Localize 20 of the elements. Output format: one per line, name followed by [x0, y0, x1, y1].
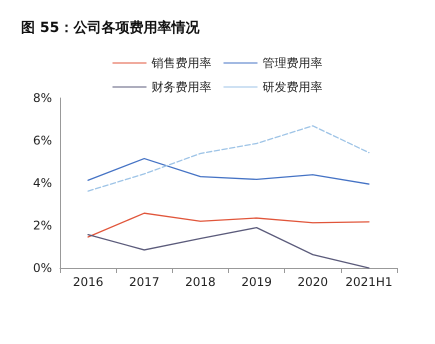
- line-series: [87, 212, 370, 238]
- x-tick-label: 2016: [72, 275, 104, 289]
- legend-label: 研发费用率: [262, 80, 322, 94]
- x-tick-label: 2018: [185, 275, 216, 289]
- legend-label: 管理费用率: [262, 56, 322, 70]
- y-tick-label: 2%: [32, 218, 52, 232]
- y-tick-label: 6%: [32, 134, 52, 148]
- line-series: [87, 226, 370, 269]
- y-tick-label: 4%: [32, 176, 52, 190]
- y-tick-label: 8%: [32, 91, 52, 105]
- y-tick-label: 0%: [32, 261, 52, 275]
- x-tick-label: 2017: [128, 275, 160, 289]
- chart-title: 图 55：公司各项费用率情况: [21, 19, 200, 36]
- x-tick-label: 2020: [297, 275, 328, 289]
- x-tick-label: 2019: [241, 275, 272, 289]
- x-tick-label: 2021H1: [345, 275, 393, 289]
- legend-label: 财务费用率: [152, 80, 212, 94]
- line-series: [87, 125, 370, 192]
- line-series: [87, 158, 370, 185]
- legend-label: 销售费用率: [150, 56, 212, 70]
